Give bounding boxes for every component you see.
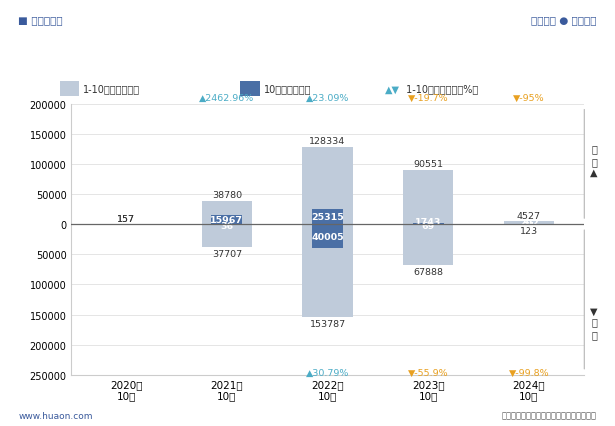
- Text: 1-10月同比增速（%）: 1-10月同比增速（%）: [403, 84, 478, 95]
- Text: ▼-99.8%: ▼-99.8%: [509, 368, 549, 377]
- Text: ▼: ▼: [590, 306, 598, 316]
- Text: 15967: 15967: [210, 215, 244, 224]
- Text: 37707: 37707: [212, 249, 242, 258]
- Bar: [504, 222, 554, 225]
- Text: 71: 71: [522, 222, 536, 230]
- Bar: [312, 209, 343, 225]
- Text: 出
口: 出 口: [591, 144, 597, 167]
- Bar: [403, 170, 453, 225]
- Text: 128334: 128334: [309, 137, 346, 146]
- Text: www.huaon.com: www.huaon.com: [18, 411, 93, 420]
- Text: 专业严谨 ● 客观科学: 专业严谨 ● 客观科学: [531, 15, 597, 25]
- Text: 2020-2024年10月宝鸡综合保税区进、出口额: 2020-2024年10月宝鸡综合保税区进、出口额: [170, 51, 445, 69]
- Text: ▼-95%: ▼-95%: [513, 94, 545, 103]
- Text: ▲: ▲: [590, 167, 598, 178]
- Text: 资料来源：中国海关，华经产业研究院整理: 资料来源：中国海关，华经产业研究院整理: [502, 411, 597, 420]
- Bar: [403, 225, 453, 265]
- Text: ▲▼: ▲▼: [385, 84, 400, 95]
- Text: ▼-19.7%: ▼-19.7%: [408, 94, 448, 103]
- Text: 153787: 153787: [309, 319, 346, 328]
- Text: 38780: 38780: [212, 191, 242, 200]
- Bar: [240, 82, 260, 97]
- Bar: [202, 225, 252, 247]
- Text: 进
口: 进 口: [591, 317, 597, 340]
- Text: ▼-55.9%: ▼-55.9%: [408, 368, 448, 377]
- Bar: [303, 147, 352, 225]
- Text: 25315: 25315: [311, 213, 344, 222]
- Text: ■ 华经情报网: ■ 华经情报网: [18, 15, 63, 25]
- Text: 202: 202: [519, 219, 539, 228]
- Bar: [211, 215, 242, 225]
- Text: 90551: 90551: [413, 160, 443, 169]
- Text: 1743: 1743: [415, 218, 442, 227]
- Text: 10月（千美元）: 10月（千美元）: [264, 84, 311, 95]
- Text: 1-10月（千美元）: 1-10月（千美元）: [83, 84, 140, 95]
- Text: 36: 36: [220, 222, 233, 230]
- Text: 69: 69: [421, 222, 435, 230]
- Text: ▲30.79%: ▲30.79%: [306, 368, 349, 377]
- Bar: [312, 225, 343, 249]
- Bar: [413, 224, 444, 225]
- Text: 4527: 4527: [517, 211, 541, 220]
- Text: 40005: 40005: [311, 232, 344, 241]
- Text: 123: 123: [520, 227, 538, 236]
- Bar: [303, 225, 352, 317]
- Text: ▲2462.96%: ▲2462.96%: [199, 94, 255, 103]
- Text: ▲23.09%: ▲23.09%: [306, 94, 349, 103]
- Text: 67888: 67888: [413, 267, 443, 276]
- Bar: [202, 201, 252, 225]
- Text: 157: 157: [117, 214, 135, 223]
- Text: 157: 157: [117, 214, 135, 223]
- Bar: [60, 82, 79, 97]
